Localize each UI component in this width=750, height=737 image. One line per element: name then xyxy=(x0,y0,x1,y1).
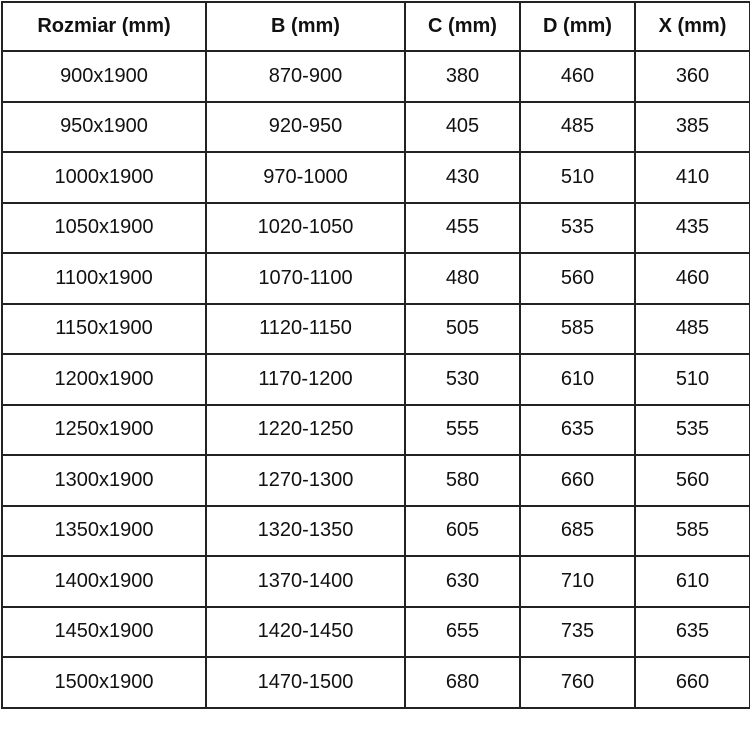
table-cell: 485 xyxy=(634,302,750,355)
table-cell: 1220-1250 xyxy=(205,403,406,456)
header-row: Rozmiar (mm) B (mm) C (mm) D (mm) X (mm) xyxy=(1,1,750,52)
table-cell: 635 xyxy=(634,605,750,658)
table-cell: 1370-1400 xyxy=(205,555,406,608)
table-row: 1450x1900 1420-1450 655 735 635 xyxy=(1,605,750,658)
table-cell: 920-950 xyxy=(205,100,406,153)
table-cell: 1300x1900 xyxy=(1,454,207,507)
table-row: 950x1900 920-950 405 485 385 xyxy=(1,100,750,153)
table-cell: 385 xyxy=(634,100,750,153)
table-cell: 680 xyxy=(404,656,521,709)
table-cell: 1500x1900 xyxy=(1,656,207,709)
table-row: 1100x1900 1070-1100 480 560 460 xyxy=(1,252,750,305)
table-cell: 1100x1900 xyxy=(1,252,207,305)
table-cell: 610 xyxy=(634,555,750,608)
table-cell: 1150x1900 xyxy=(1,302,207,355)
table-cell: 505 xyxy=(404,302,521,355)
table-cell: 710 xyxy=(519,555,636,608)
table-cell: 655 xyxy=(404,605,521,658)
table-cell: 1250x1900 xyxy=(1,403,207,456)
table-row: 1300x1900 1270-1300 580 660 560 xyxy=(1,454,750,507)
column-header: B (mm) xyxy=(205,1,406,52)
table-row: 1350x1900 1320-1350 605 685 585 xyxy=(1,504,750,557)
table-cell: 510 xyxy=(634,353,750,406)
table-cell: 410 xyxy=(634,151,750,204)
table-cell: 480 xyxy=(404,252,521,305)
table-row: 1000x1900 970-1000 430 510 410 xyxy=(1,151,750,204)
table-cell: 460 xyxy=(634,252,750,305)
table-cell: 460 xyxy=(519,50,636,103)
table-cell: 535 xyxy=(519,201,636,254)
table-cell: 1050x1900 xyxy=(1,201,207,254)
table-cell: 1170-1200 xyxy=(205,353,406,406)
table-cell: 580 xyxy=(404,454,521,507)
table-row: 1150x1900 1120-1150 505 585 485 xyxy=(1,302,750,355)
table-cell: 605 xyxy=(404,504,521,557)
table-row: 1250x1900 1220-1250 555 635 535 xyxy=(1,403,750,456)
table-cell: 1470-1500 xyxy=(205,656,406,709)
table-row: 1200x1900 1170-1200 530 610 510 xyxy=(1,353,750,406)
table-cell: 455 xyxy=(404,201,521,254)
table-cell: 635 xyxy=(519,403,636,456)
table-cell: 430 xyxy=(404,151,521,204)
table-cell: 1000x1900 xyxy=(1,151,207,204)
table-cell: 555 xyxy=(404,403,521,456)
column-header: Rozmiar (mm) xyxy=(1,1,207,52)
table-cell: 660 xyxy=(634,656,750,709)
table-cell: 485 xyxy=(519,100,636,153)
table-cell: 1450x1900 xyxy=(1,605,207,658)
table-cell: 1270-1300 xyxy=(205,454,406,507)
table-row: 1400x1900 1370-1400 630 710 610 xyxy=(1,555,750,608)
table-cell: 660 xyxy=(519,454,636,507)
table-cell: 1200x1900 xyxy=(1,353,207,406)
table-cell: 735 xyxy=(519,605,636,658)
table-cell: 610 xyxy=(519,353,636,406)
table-cell: 510 xyxy=(519,151,636,204)
table-cell: 630 xyxy=(404,555,521,608)
table-cell: 435 xyxy=(634,201,750,254)
column-header: X (mm) xyxy=(634,1,750,52)
table-cell: 970-1000 xyxy=(205,151,406,204)
table-cell: 535 xyxy=(634,403,750,456)
table-cell: 405 xyxy=(404,100,521,153)
column-header: D (mm) xyxy=(519,1,636,52)
table-cell: 870-900 xyxy=(205,50,406,103)
table-cell: 900x1900 xyxy=(1,50,207,103)
table-cell: 1120-1150 xyxy=(205,302,406,355)
table-cell: 950x1900 xyxy=(1,100,207,153)
table-cell: 560 xyxy=(519,252,636,305)
table-cell: 560 xyxy=(634,454,750,507)
table-cell: 1420-1450 xyxy=(205,605,406,658)
table-cell: 1020-1050 xyxy=(205,201,406,254)
table-cell: 1320-1350 xyxy=(205,504,406,557)
table-row: 1050x1900 1020-1050 455 535 435 xyxy=(1,201,750,254)
column-header: C (mm) xyxy=(404,1,521,52)
table-cell: 380 xyxy=(404,50,521,103)
table-row: 1500x1900 1470-1500 680 760 660 xyxy=(1,656,750,709)
table-cell: 1350x1900 xyxy=(1,504,207,557)
table-row: 900x1900 870-900 380 460 360 xyxy=(1,50,750,103)
table-cell: 530 xyxy=(404,353,521,406)
table-cell: 760 xyxy=(519,656,636,709)
table-cell: 1400x1900 xyxy=(1,555,207,608)
dimensions-table: Rozmiar (mm) B (mm) C (mm) D (mm) X (mm) 900… xyxy=(1,1,750,709)
table-cell: 1070-1100 xyxy=(205,252,406,305)
table-cell: 360 xyxy=(634,50,750,103)
table-cell: 685 xyxy=(519,504,636,557)
table-cell: 585 xyxy=(634,504,750,557)
table-cell: 585 xyxy=(519,302,636,355)
